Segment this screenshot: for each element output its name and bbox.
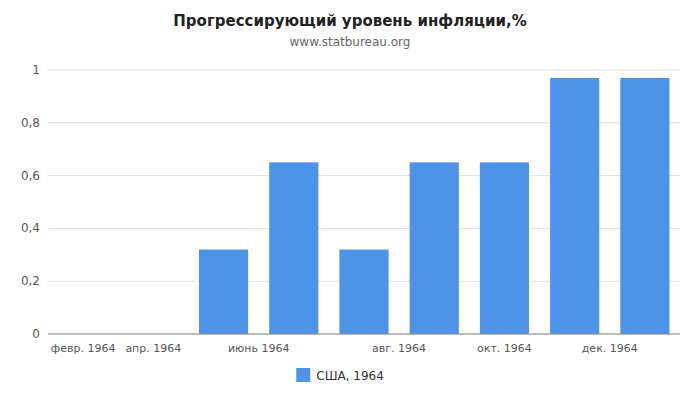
- bar: [620, 78, 669, 334]
- grid: [48, 70, 680, 334]
- y-axis: 0 0,2 0,4 0,6 0,8 1: [21, 63, 40, 341]
- x-axis-line: [48, 334, 680, 335]
- grid-line: [48, 334, 680, 335]
- bar: [480, 162, 529, 334]
- legend-label: США, 1964: [316, 369, 384, 383]
- x-tick-label: окт. 1964: [477, 342, 532, 355]
- legend-swatch: [296, 368, 310, 382]
- y-tick-label: 0,8: [21, 116, 40, 130]
- x-tick-label: февр. 1964: [51, 342, 116, 355]
- y-tick-label: 0,4: [21, 221, 40, 235]
- bar: [339, 250, 388, 334]
- bars: [199, 78, 669, 334]
- title: Прогрессирующий уровень инфляции,%: [173, 12, 526, 30]
- bar: [199, 250, 248, 334]
- x-tick-label: дек. 1964: [582, 342, 638, 355]
- y-tick-label: 0,6: [21, 169, 40, 183]
- x-axis: февр. 1964 апр. 1964 июнь 1964 авг. 1964 окт…: [48, 334, 680, 355]
- subtitle: www.statbureau.org: [290, 35, 411, 49]
- legend: США, 1964: [296, 368, 384, 383]
- x-tick-label: июнь 1964: [228, 342, 290, 355]
- x-tick-label: апр. 1964: [125, 342, 181, 355]
- chart-container: Прогрессирующий уровень инфляции,% www.st…: [0, 0, 700, 400]
- x-tick-label: авг. 1964: [372, 342, 426, 355]
- y-tick-label: 1: [32, 63, 40, 77]
- grid-line: [48, 70, 680, 71]
- bar: [550, 78, 599, 334]
- y-tick-label: 0: [32, 327, 40, 341]
- chart-svg: Прогрессирующий уровень инфляции,% www.st…: [0, 0, 700, 400]
- y-tick-label: 0,2: [21, 274, 40, 288]
- bar: [410, 162, 459, 334]
- bar: [269, 162, 318, 334]
